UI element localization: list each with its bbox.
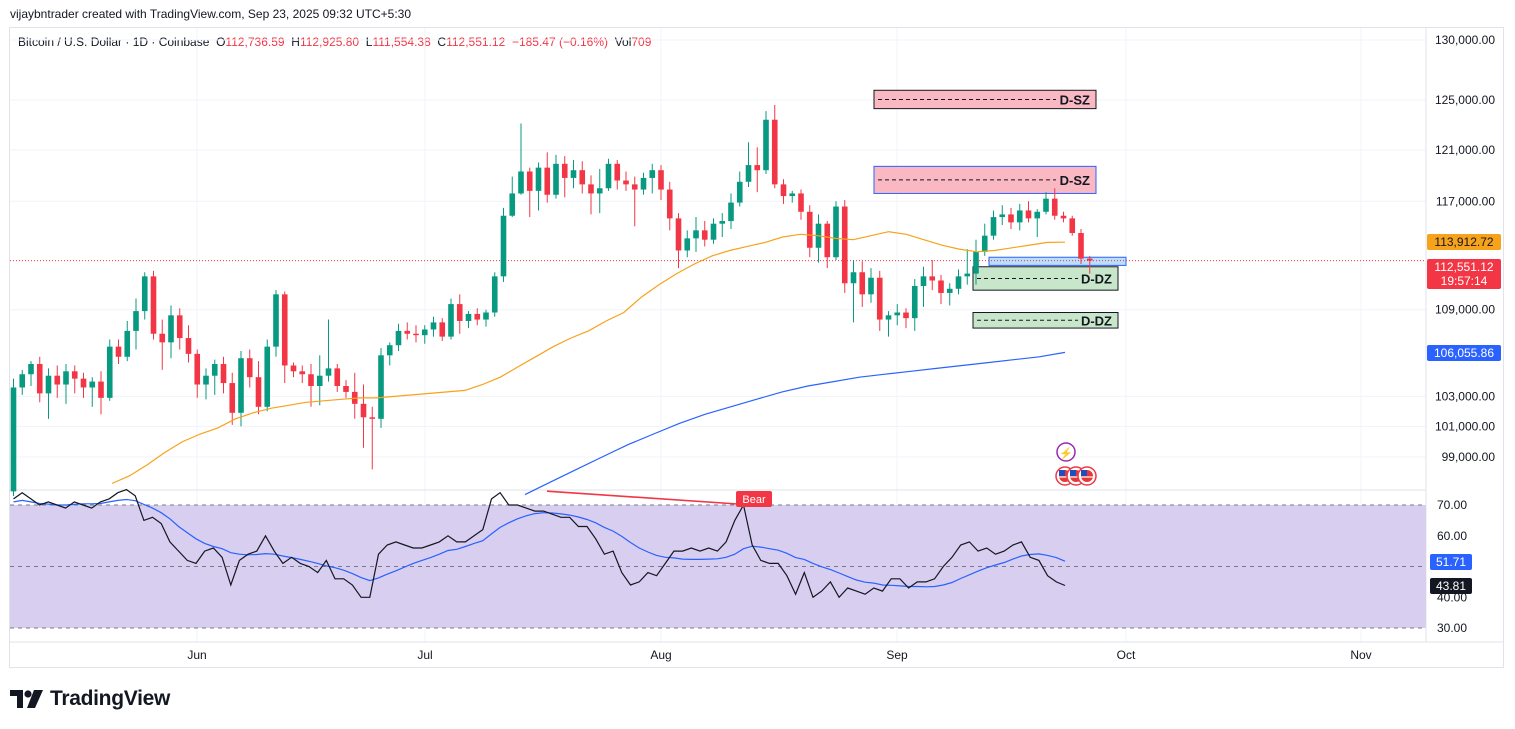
symbol-name[interactable]: Bitcoin / U.S. Dollar · 1D · Coinbase xyxy=(18,35,210,49)
change-value: −185.47 (−0.16%) xyxy=(511,35,609,49)
volume-label: Vol xyxy=(614,35,632,49)
volume-value: 709 xyxy=(631,35,652,49)
open-value: 112,736.59 xyxy=(225,35,285,49)
low-value: 111,554.38 xyxy=(372,35,431,49)
chart-frame xyxy=(9,27,1504,668)
low-label: L xyxy=(365,35,373,49)
close-value: 112,551.12 xyxy=(446,35,506,49)
symbol-legend: Bitcoin / U.S. Dollar · 1D · Coinbase O1… xyxy=(18,35,651,49)
tradingview-wordmark: TradingView xyxy=(50,687,171,710)
close-label: C xyxy=(437,35,447,49)
high-value: 112,925.80 xyxy=(299,35,360,49)
tradingview-logo: TradingView xyxy=(10,686,170,712)
high-label: H xyxy=(291,35,300,49)
open-label: O xyxy=(216,35,226,49)
tradingview-logo-mark xyxy=(10,690,43,708)
attribution-text: vijaybntrader created with TradingView.c… xyxy=(10,7,412,21)
